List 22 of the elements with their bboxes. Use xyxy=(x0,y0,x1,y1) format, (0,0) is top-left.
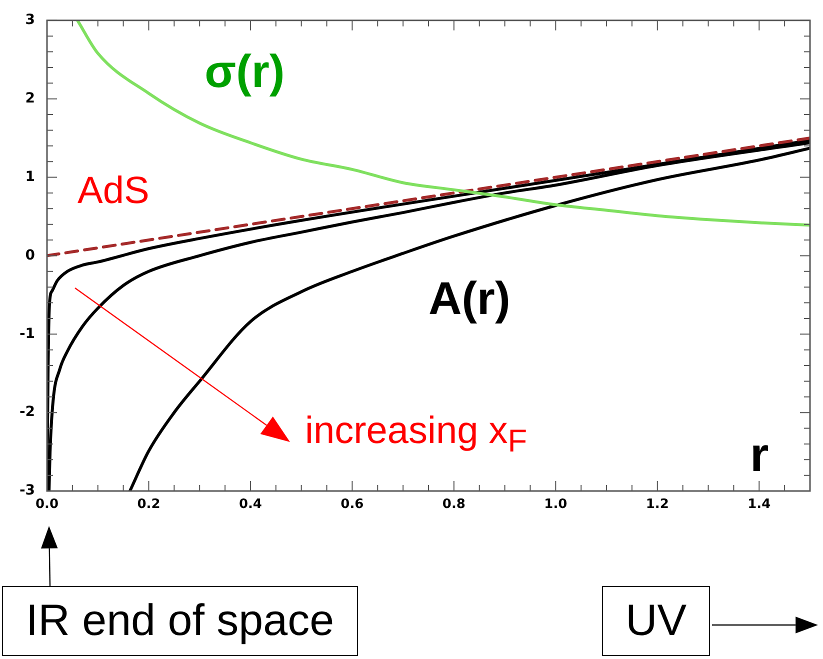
x-axis-title: r xyxy=(750,429,769,482)
y-tick-label: -2 xyxy=(19,404,35,420)
series-label: AdS xyxy=(78,170,150,212)
x-tick-label: 0.4 xyxy=(238,497,262,512)
text: IR end of space xyxy=(2,586,358,656)
x-tick-label: 1.0 xyxy=(544,497,568,512)
y-tick-label: 2 xyxy=(25,90,35,106)
x-tick-label: 1.4 xyxy=(748,497,771,512)
text: UV xyxy=(602,586,710,656)
x-tick-label: 0.6 xyxy=(340,497,364,512)
series-label: A(r) xyxy=(428,272,510,324)
y-tick-label: -3 xyxy=(19,482,35,499)
series-label: σ(r) xyxy=(204,44,285,97)
y-tick-label: 0 xyxy=(25,247,36,264)
x-tick-label: 0.0 xyxy=(35,497,59,512)
x-tick-label: 1.2 xyxy=(646,497,669,512)
y-tick-label: 1 xyxy=(25,168,35,185)
x-tick-label: 0.2 xyxy=(137,497,160,512)
y-tick-label: 3 xyxy=(25,12,35,28)
y-tick-label: -1 xyxy=(19,326,35,342)
annotation: increasing x$_{F}$ xyxy=(305,410,528,459)
x-tick-label: 0.8 xyxy=(442,497,466,512)
